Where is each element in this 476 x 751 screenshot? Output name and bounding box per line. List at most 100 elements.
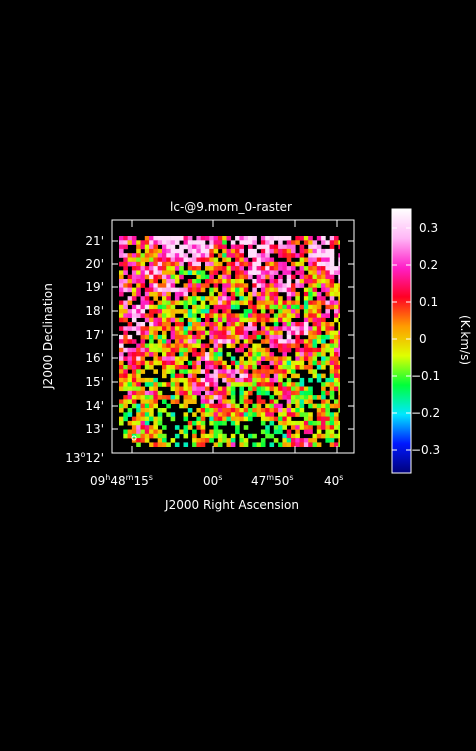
- raster-pixel: [144, 253, 150, 258]
- raster-pixel: [321, 339, 326, 344]
- raster-pixel: [291, 248, 296, 254]
- raster-pixel: [162, 425, 167, 430]
- raster-pixel: [235, 317, 240, 323]
- raster-pixel: [157, 236, 163, 241]
- raster-pixel: [192, 347, 197, 353]
- raster-pixel: [226, 399, 232, 404]
- raster-pixel: [222, 257, 227, 263]
- colorbar-tick-label: −0.3: [411, 443, 440, 457]
- raster-pixel: [230, 240, 236, 245]
- raster-pixel: [325, 248, 330, 254]
- raster-pixel: [179, 377, 184, 383]
- raster-pixel: [338, 266, 340, 271]
- raster-pixel: [329, 304, 335, 310]
- raster-pixel: [153, 296, 158, 301]
- raster-pixel: [144, 408, 150, 413]
- raster-pixel: [248, 334, 253, 340]
- raster-pixel: [295, 360, 300, 366]
- raster-pixel: [136, 429, 141, 435]
- raster-pixel: [217, 322, 223, 327]
- raster-pixel: [248, 412, 253, 417]
- raster-pixel: [127, 339, 133, 344]
- raster-pixel: [256, 442, 262, 447]
- colorbar-label: (K.km/s): [458, 315, 472, 365]
- raster-pixel: [144, 304, 150, 310]
- raster-pixel: [162, 296, 167, 301]
- colorbar-frame: [391, 208, 412, 474]
- raster-pixel: [183, 382, 189, 387]
- raster-pixel: [136, 253, 141, 258]
- raster-pixel: [127, 420, 133, 426]
- raster-pixel: [119, 261, 124, 267]
- raster-pixel: [282, 425, 287, 430]
- raster-pixel: [308, 390, 313, 396]
- raster-pixel: [200, 248, 206, 254]
- raster-pixel: [265, 390, 270, 396]
- raster-pixel: [205, 373, 210, 379]
- raster-pixel: [136, 309, 141, 314]
- raster-pixel: [179, 386, 184, 392]
- raster-pixel: [196, 360, 201, 366]
- raster-pixel: [222, 270, 227, 275]
- raster-pixel: [316, 339, 322, 344]
- raster-pixel: [209, 240, 214, 245]
- raster-pixel: [170, 386, 176, 392]
- raster-pixel: [131, 425, 137, 430]
- raster-pixel: [235, 244, 240, 250]
- raster-pixel: [235, 403, 240, 409]
- raster-pixel: [325, 390, 330, 396]
- raster-pixel: [149, 408, 154, 413]
- raster-pixel: [230, 279, 236, 284]
- raster-pixel: [174, 326, 180, 331]
- raster-pixel: [140, 429, 146, 435]
- raster-pixel: [329, 334, 335, 340]
- raster-pixel: [170, 382, 176, 387]
- raster-pixel: [226, 369, 232, 374]
- raster-pixel: [213, 309, 219, 314]
- raster-pixel: [256, 261, 262, 267]
- raster-pixel: [119, 283, 124, 288]
- raster-pixel: [149, 270, 154, 275]
- raster-pixel: [166, 248, 171, 254]
- raster-pixel: [230, 291, 236, 297]
- raster-pixel: [153, 317, 158, 323]
- raster-pixel: [213, 365, 219, 370]
- raster-pixel: [308, 300, 313, 306]
- raster-pixel: [338, 322, 340, 327]
- raster-pixel: [200, 287, 206, 293]
- raster-pixel: [226, 403, 232, 409]
- raster-pixel: [235, 291, 240, 297]
- raster-pixel: [166, 442, 171, 447]
- colorbar-tick-label: 0.3: [419, 221, 438, 235]
- raster-pixel: [166, 300, 171, 306]
- raster-pixel: [166, 266, 171, 271]
- raster-pixel: [153, 326, 158, 331]
- raster-pixel: [144, 287, 150, 293]
- raster-pixel: [200, 425, 206, 430]
- raster-pixel: [303, 330, 309, 336]
- raster-pixel: [149, 283, 154, 288]
- raster-pixel: [252, 261, 257, 267]
- raster-pixel: [131, 313, 137, 318]
- raster-pixel: [282, 261, 287, 267]
- raster-pixel: [144, 240, 150, 245]
- raster-pixel: [325, 382, 330, 387]
- raster-pixel: [230, 395, 236, 400]
- raster-pixel: [239, 395, 244, 400]
- raster-pixel: [334, 356, 339, 361]
- raster-pixel: [252, 382, 257, 387]
- raster-pixel: [200, 352, 206, 357]
- raster-pixel: [278, 296, 283, 301]
- raster-pixel: [157, 283, 163, 288]
- raster-pixel: [282, 266, 287, 271]
- raster-pixel: [131, 266, 137, 271]
- raster-pixel: [269, 360, 275, 366]
- raster-pixel: [243, 334, 249, 340]
- raster-pixel: [248, 274, 253, 280]
- raster-pixel: [269, 339, 275, 344]
- raster-pixel: [278, 429, 283, 435]
- raster-pixel: [119, 408, 124, 413]
- raster-pixel: [174, 343, 180, 349]
- raster-pixel: [226, 442, 232, 447]
- raster-pixel: [127, 373, 133, 379]
